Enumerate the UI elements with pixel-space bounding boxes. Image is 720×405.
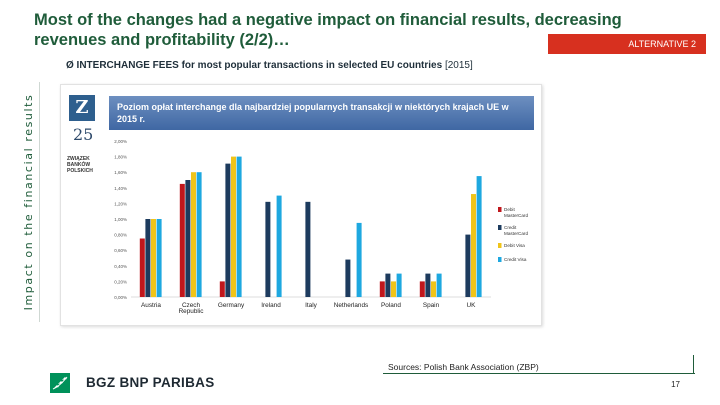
bar (179, 183, 185, 297)
y-tick-label: 0,40% (114, 264, 127, 269)
bar (151, 219, 156, 297)
y-tick-label: 1,00% (114, 217, 127, 222)
stars-square-icon (50, 373, 70, 393)
y-tick-label: 1,40% (114, 186, 127, 191)
bar (436, 273, 442, 297)
alternative-badge: ALTERNATIVE 2 (548, 34, 706, 54)
bar (356, 222, 362, 297)
bar (145, 219, 151, 297)
bar (265, 201, 271, 297)
bar (465, 234, 471, 297)
bar (196, 172, 202, 297)
zbp-logo-text: ZWIĄZEK BANKÓW POLSKICH (67, 156, 103, 174)
zbp-logo-line: BANKÓW (67, 162, 91, 168)
y-tick-label: 1,20% (114, 201, 127, 206)
legend-label: MasterCard (504, 213, 528, 218)
y-tick-label: 0,20% (114, 279, 127, 284)
y-tick-label: 0,60% (114, 248, 127, 253)
legend-label: Credit Visa (504, 257, 527, 262)
bar (345, 259, 351, 297)
legend-swatch (498, 207, 502, 212)
bar (305, 201, 311, 297)
bar (476, 176, 482, 297)
bar (185, 180, 191, 297)
bar (425, 273, 431, 297)
x-tick-label: Spain (423, 302, 440, 309)
x-tick-label: Netherlands (334, 302, 368, 309)
side-divider (39, 82, 40, 322)
legend-swatch (498, 243, 502, 248)
y-tick-label: 2,00% (114, 139, 127, 144)
sources-divider (383, 373, 695, 374)
zbp-logo-line: POLSKICH (67, 168, 93, 174)
side-section-label: Impact on the financial results (22, 93, 35, 311)
slide-subtitle: Ø INTERCHANGE FEES for most popular tran… (66, 60, 473, 71)
bar (431, 281, 436, 297)
bar (379, 281, 385, 297)
bar (385, 273, 391, 297)
legend-label: Credit (504, 225, 517, 230)
chart-title: Poziom opłat interchange dla najbardziej… (109, 96, 534, 130)
slide-headline: Most of the changes had a negative impac… (34, 11, 622, 49)
bar-chart: 0,00% 0,20% 0,40% 0,60% 0,80% 1,00% 1,20% 1,40%… (114, 139, 528, 315)
sources-divider-tick (693, 355, 694, 374)
bar (276, 195, 282, 297)
page-number: 17 (671, 380, 680, 389)
x-tick-label: Ireland (261, 302, 281, 309)
legend-label: MasterCard (504, 231, 528, 236)
brand-name: BGZ BNP PARIBAS (86, 375, 215, 390)
subtitle-text: Ø INTERCHANGE FEES for most popular tran… (66, 60, 443, 71)
bar (219, 281, 225, 297)
sources-note: Sources: Polish Bank Association (ZBP) (388, 362, 539, 372)
x-tick-label: Germany (218, 302, 245, 309)
bar (396, 273, 402, 297)
bar (225, 163, 231, 297)
subtitle-year: [2015] (444, 60, 473, 71)
x-tick-label: Republic (179, 308, 205, 315)
bar (191, 172, 196, 297)
x-tick-label: Czech (182, 302, 201, 309)
legend-label: Debit (504, 207, 515, 212)
zbp-logo-mark: Z (69, 95, 95, 121)
bar (236, 156, 242, 297)
bar (156, 219, 162, 297)
bar (231, 156, 236, 297)
legend-swatch (498, 225, 502, 230)
y-tick-label: 0,80% (114, 233, 127, 238)
y-tick-label: 1,60% (114, 170, 127, 175)
legend-label: Debit Visa (504, 243, 525, 248)
x-tick-label: Poland (381, 302, 401, 309)
legend-swatch (498, 257, 502, 262)
x-tick-label: Austria (141, 302, 161, 309)
bar (139, 238, 145, 297)
embedded-chart-image: Z 25 ZWIĄZEK BANKÓW POLSKICH Poziom opła… (60, 84, 542, 326)
x-tick-label: UK (467, 302, 477, 309)
zbp-logo-line: ZWIĄZEK (67, 156, 90, 162)
y-tick-label: 0,00% (114, 295, 127, 300)
bar (471, 194, 476, 297)
zbp-anniversary-number: 25 (73, 125, 94, 144)
x-tick-label: Italy (305, 302, 318, 309)
y-tick-label: 1,80% (114, 155, 127, 160)
bar (391, 281, 396, 297)
bar (419, 281, 425, 297)
